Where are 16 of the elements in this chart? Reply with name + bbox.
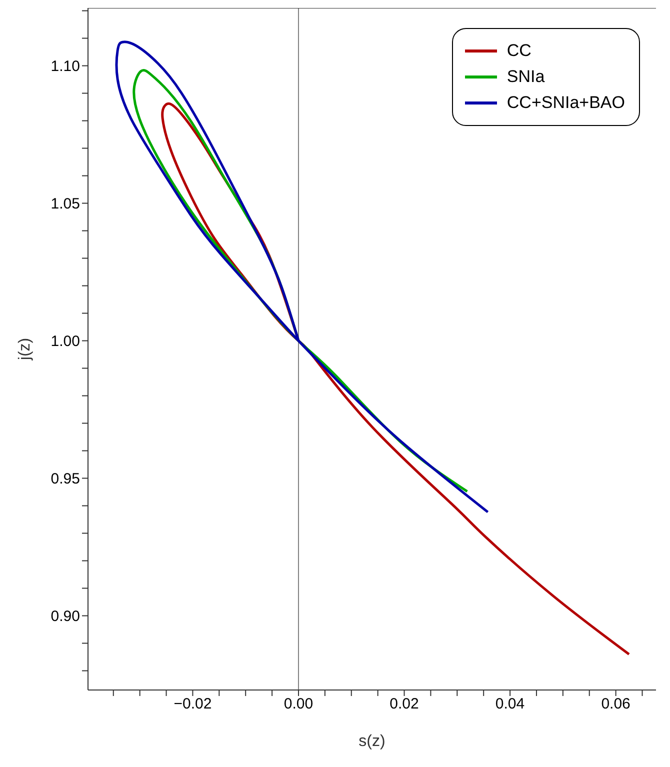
y-tick-label: 1.00: [50, 333, 80, 350]
y-axis-title: j(z): [16, 338, 34, 362]
y-tick-label: 1.05: [50, 196, 80, 213]
x-tick-label: 0.06: [601, 696, 630, 713]
legend-label: SNIa: [506, 67, 545, 87]
legend-label: CC+SNIa+BAO: [506, 93, 625, 113]
x-tick-label: 0.00: [284, 696, 314, 713]
y-tick-label: 0.90: [50, 608, 80, 626]
line-series: [115, 40, 490, 514]
y-tick-label: 1.10: [50, 58, 80, 76]
legend-label: CC: [506, 41, 532, 61]
y-tick-label: 0.95: [50, 470, 80, 488]
x-tick-label: 0.02: [390, 696, 419, 713]
x-axis-title: s(z): [358, 733, 386, 750]
x-tick-label: 0.04: [495, 696, 525, 713]
x-tick-label: −0.02: [174, 696, 212, 713]
